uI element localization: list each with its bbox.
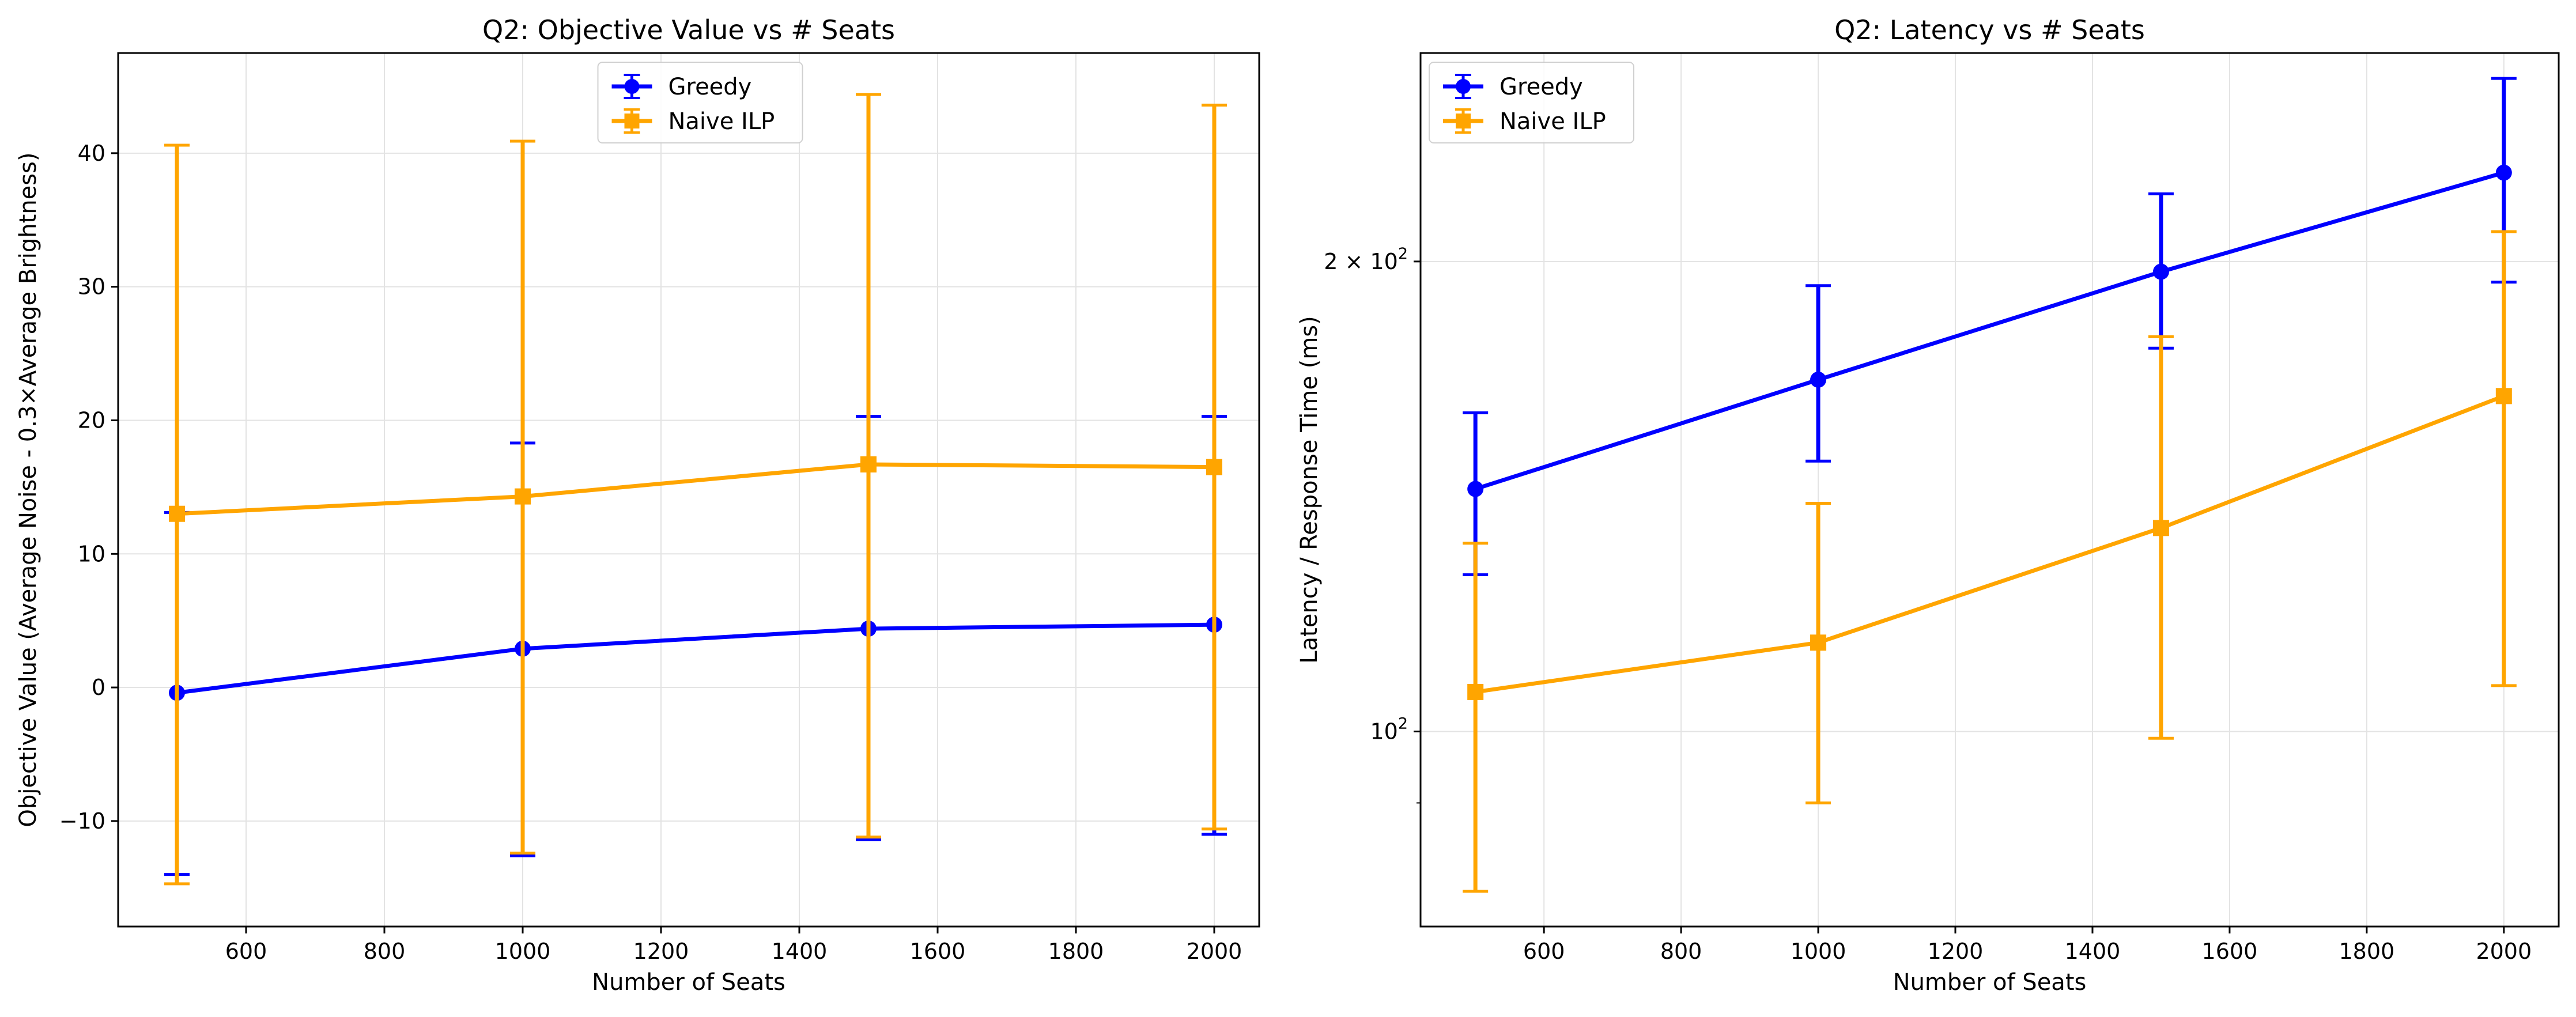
x-tick-label: 1600 (2202, 939, 2258, 964)
data-point (2152, 263, 2169, 280)
y-tick-label: 102 (1370, 714, 1408, 744)
axes-frame (117, 52, 1260, 928)
series-naive-ilp (1463, 230, 2517, 893)
x-tick-label: 1600 (910, 939, 966, 964)
data-point (1467, 481, 1484, 497)
y-tick-base: 10 (1370, 719, 1397, 744)
data-point (1206, 459, 1222, 475)
x-tick-label: 1800 (2339, 939, 2395, 964)
legend-label: Greedy (1499, 74, 1583, 100)
legend-label: Naive ILP (668, 108, 775, 135)
legend-label: Greedy (668, 74, 752, 100)
x-tick-label: 1800 (1048, 939, 1104, 964)
y-axis-label: Objective Value (Average Noise - 0.3×Ave… (15, 152, 41, 827)
y-tick-label: 20 (78, 407, 105, 433)
x-tick-label: 1200 (633, 939, 689, 964)
x-tick-label: 2000 (2476, 939, 2532, 964)
y-tick-label: 10 (78, 541, 105, 566)
y-axis-label: Latency / Response Time (ms) (1296, 316, 1323, 663)
y-tick-label: 0 (92, 675, 105, 700)
data-point (1810, 371, 1827, 388)
y-tick-label: 30 (78, 274, 105, 300)
data-point (169, 505, 185, 522)
x-tick-label: 2000 (1187, 939, 1242, 964)
objective-value-chart: 600 800 1000 1200 1400 1600 1800 2000 −10 0 10 20 30… (15, 14, 1260, 996)
data-point (2152, 520, 2169, 536)
data-point (860, 456, 877, 472)
x-tick-label: 1000 (495, 939, 551, 964)
legend-marker (1456, 114, 1471, 128)
x-tick-label: 1400 (2065, 939, 2121, 964)
x-tick-label: 800 (364, 939, 406, 964)
series-line (1475, 171, 2505, 491)
legend-marker (624, 114, 640, 128)
x-tick-label: 600 (1523, 939, 1565, 964)
x-axis-label: Number of Seats (1893, 969, 2087, 996)
axes-frame (1419, 52, 2560, 928)
data-point (1467, 683, 1484, 700)
chart-title: Q2: Latency vs # Seats (1834, 14, 2145, 46)
series-naive-ilp (164, 93, 1227, 886)
legend: Greedy Naive ILP (1429, 62, 1634, 143)
y-tick-exponent: 2 (1398, 245, 1408, 263)
y-tick-exponent: 2 (1398, 714, 1408, 732)
legend: Greedy Naive ILP (597, 62, 803, 143)
x-tick-label: 800 (1660, 939, 1702, 964)
legend-marker (624, 79, 640, 94)
x-tick-label: 1400 (772, 939, 828, 964)
series-line (176, 622, 1215, 695)
x-tick-label: 1200 (1928, 939, 1984, 964)
x-tick-label: 600 (225, 939, 267, 964)
series-line (176, 462, 1215, 516)
y-tick-label: 2 × 102 (1324, 245, 1408, 274)
legend-marker (1456, 79, 1471, 94)
data-point (1810, 634, 1827, 651)
data-point (2495, 388, 2512, 404)
data-point (515, 488, 531, 505)
y-tick-base: 2 × 10 (1324, 249, 1398, 274)
data-point (2495, 164, 2512, 181)
y-tick-label: 40 (78, 141, 105, 166)
series-line (1475, 394, 2505, 694)
chart-title: Q2: Objective Value vs # Seats (482, 14, 895, 46)
y-tick-label: −10 (59, 808, 105, 834)
x-axis-label: Number of Seats (592, 969, 785, 996)
legend-label: Naive ILP (1499, 108, 1606, 135)
x-tick-label: 1000 (1791, 939, 1846, 964)
